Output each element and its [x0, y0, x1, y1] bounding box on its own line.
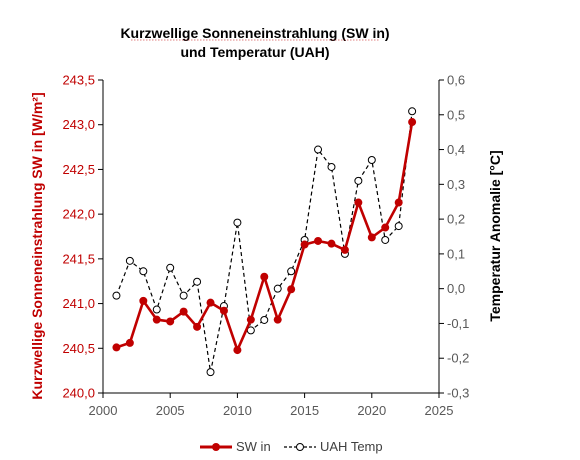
y-tick-label-right: 0,1 [447, 246, 465, 261]
legend: SW in UAH Temp [200, 439, 383, 454]
x-tick-label: 2025 [425, 403, 454, 418]
uah-temp-point [273, 284, 282, 293]
sw-in-point [166, 317, 175, 326]
uah-temp-point [314, 145, 323, 154]
y-tick-label-right: -0,3 [447, 386, 469, 401]
y-tick-label-right: 0,0 [447, 281, 465, 296]
y-tick-label-left: 243,0 [62, 117, 95, 132]
sw-in-point [125, 338, 134, 347]
uah-temp-point [193, 277, 202, 286]
legend-sw-marker [212, 443, 220, 451]
y-tick-label-right: 0,3 [447, 177, 465, 192]
y-axis-label-left: Kurzwellige Sonneneinstrahlung SW in [W/… [29, 92, 45, 399]
sw-in-point [394, 198, 403, 207]
uah-temp-point [139, 267, 148, 276]
sw-in-point [367, 233, 376, 242]
uah-temp-point [408, 107, 417, 116]
uah-temp-point [354, 176, 363, 185]
uah-temp-point [287, 267, 296, 276]
series-sw-in [112, 118, 417, 355]
uah-temp-point [206, 368, 215, 377]
uah-temp-point [381, 235, 390, 244]
sw-in-point [112, 343, 121, 352]
sw-in-point [381, 223, 390, 232]
legend-sw-label: SW in [236, 439, 271, 454]
uah-temp-point [367, 155, 376, 164]
sw-in-point [179, 307, 188, 316]
chart-title-line-2: und Temperatur (UAH) [180, 44, 329, 60]
y-tick-label-left: 243,5 [62, 73, 95, 88]
x-tick-label: 2010 [223, 403, 252, 418]
uah-temp-point [327, 162, 336, 171]
y-tick-label-right: -0,2 [447, 351, 469, 366]
y-tick-label-right: 0,6 [447, 73, 465, 88]
y-tick-label-left: 241,0 [62, 296, 95, 311]
sw-in-point [287, 285, 296, 294]
y-tick-label-right: -0,1 [447, 316, 469, 331]
uah-temp-line [115, 111, 413, 373]
sw-in-point [273, 315, 282, 324]
y-tick-label-left: 242,0 [62, 207, 95, 222]
uah-temp-point [166, 263, 175, 272]
sw-in-point [354, 198, 363, 207]
y-tick-label-right: 0,2 [447, 212, 465, 227]
sw-in-point [152, 315, 161, 324]
sw-in-point [314, 236, 323, 245]
y-tick-labels-right: -0,3 -0,2 -0,1 0,0 0,1 0,2 0,3 0,4 0,5 0,6 [439, 73, 469, 401]
y-tick-label-right: 0,4 [447, 142, 465, 157]
uah-temp-point [394, 222, 403, 231]
sw-in-point [340, 245, 349, 254]
y-tick-label-left: 240,5 [62, 341, 95, 356]
uah-temp-point [179, 291, 188, 300]
sw-in-point [139, 296, 148, 305]
sw-in-point [219, 306, 228, 315]
sw-in-point [300, 240, 309, 249]
y-tick-label-left: 242,5 [62, 162, 95, 177]
x-tick-label: 2005 [156, 403, 185, 418]
uah-temp-point [152, 305, 161, 314]
y-tick-label-left: 240,0 [62, 386, 95, 401]
x-tick-labels: 2000 2005 2010 2015 2020 2025 [89, 393, 454, 418]
x-tick-label: 2020 [357, 403, 386, 418]
x-tick-label: 2015 [290, 403, 319, 418]
y-axis-label-right: Temperatur Anomalie [°C] [487, 150, 503, 321]
sw-in-point [246, 315, 255, 324]
legend-uah-marker [296, 443, 304, 451]
y-tick-label-right: 0,5 [447, 107, 465, 122]
y-tick-label-left: 241,5 [62, 251, 95, 266]
uah-temp-point [233, 218, 242, 227]
uah-temp-point [260, 315, 269, 324]
uah-temp-point [112, 291, 121, 300]
sw-in-point [327, 239, 336, 248]
series-uah-temp [112, 107, 417, 377]
chart-title-line-1: Kurzwellige Sonneneinstrahlung (SW in) [120, 25, 389, 41]
y-tick-labels-left: 240,0 240,5 241,0 241,5 242,0 242,5 243,0 243,5 [62, 73, 103, 401]
uah-temp-point [125, 256, 134, 265]
x-tick-label: 2000 [89, 403, 118, 418]
sw-in-point [260, 272, 269, 281]
sw-in-line [116, 121, 414, 352]
legend-uah-label: UAH Temp [320, 439, 383, 454]
sw-in-point [193, 322, 202, 331]
sw-in-point [408, 118, 417, 127]
sw-in-point [233, 346, 242, 355]
sw-in-point [206, 298, 215, 307]
